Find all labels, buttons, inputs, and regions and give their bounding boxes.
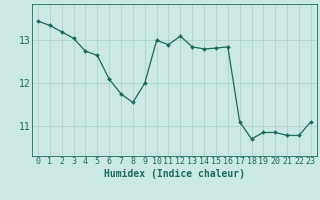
X-axis label: Humidex (Indice chaleur): Humidex (Indice chaleur) <box>104 169 245 179</box>
